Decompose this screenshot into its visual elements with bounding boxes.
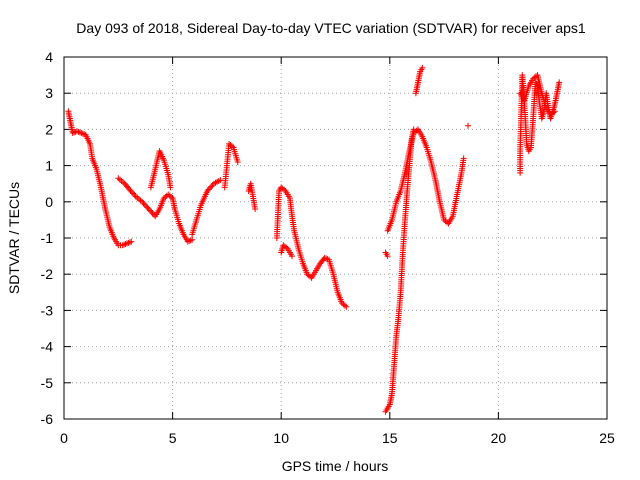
y-tick-label: -1 [41, 230, 54, 246]
y-tick-label: -5 [41, 375, 54, 391]
data-point [208, 183, 215, 190]
data-point [460, 155, 467, 162]
data-point [123, 240, 130, 247]
data-series [65, 64, 563, 415]
data-point [343, 303, 350, 310]
data-point [130, 190, 137, 197]
y-tick-label: -2 [41, 266, 54, 282]
data-point [148, 208, 155, 215]
chart-title: Day 093 of 2018, Sidereal Day-to-day VTE… [76, 20, 586, 36]
y-tick-label: 2 [45, 121, 53, 137]
y-tick-label: 0 [45, 194, 53, 210]
data-point [141, 201, 148, 208]
data-point [413, 127, 420, 134]
data-point [252, 206, 259, 213]
x-tick-label: 15 [382, 430, 398, 446]
data-point [281, 186, 288, 193]
data-point [321, 254, 328, 261]
data-point [144, 204, 151, 211]
x-tick-label: 0 [60, 430, 68, 446]
data-point [419, 64, 426, 71]
data-point [206, 185, 213, 192]
data-point [147, 207, 154, 214]
data-point [145, 206, 152, 213]
data-point [76, 129, 83, 136]
data-point [149, 210, 156, 217]
data-point [551, 108, 558, 115]
y-axis-label: SDTVAR / TECUs [6, 182, 22, 294]
data-point [168, 193, 175, 200]
data-point [228, 143, 235, 150]
data-point [74, 128, 81, 135]
data-point [384, 253, 391, 260]
data-point [139, 198, 146, 205]
data-point [69, 130, 76, 137]
data-point [184, 238, 191, 245]
y-tick-label: -4 [41, 339, 54, 355]
axis-ticks: 0 5 10 15 20 25 -6 -5 -4 -3 -2 -1 0 1 2 3 4 [41, 49, 615, 446]
y-tick-label: 1 [45, 158, 53, 174]
data-point [307, 273, 314, 280]
data-point [283, 244, 290, 251]
grid [64, 57, 607, 419]
data-point [122, 241, 129, 248]
y-tick-label: -6 [41, 411, 54, 427]
data-point [119, 242, 126, 249]
data-point [75, 128, 82, 135]
data-point [234, 158, 241, 165]
data-point [128, 189, 135, 196]
data-point [205, 186, 212, 193]
y-tick-label: 3 [45, 85, 53, 101]
data-point [289, 253, 296, 260]
data-point [125, 239, 132, 246]
data-point [217, 177, 224, 184]
data-point [443, 219, 450, 226]
x-tick-label: 20 [491, 430, 507, 446]
data-point [143, 203, 150, 210]
plot-frame [63, 56, 608, 420]
data-point [341, 302, 348, 309]
data-point [189, 236, 196, 243]
data-point [167, 184, 174, 191]
data-point [79, 130, 86, 137]
data-point [127, 187, 134, 194]
y-tick-label: 4 [45, 49, 53, 65]
data-point [121, 241, 128, 248]
data-point [204, 187, 211, 194]
data-point [140, 200, 147, 207]
data-point [128, 238, 135, 245]
x-axis-label: GPS time / hours [282, 458, 389, 474]
x-tick-label: 10 [273, 430, 289, 446]
data-point [464, 122, 471, 129]
data-point [126, 186, 133, 193]
x-tick-label: 5 [169, 430, 177, 446]
x-tick-label: 25 [599, 430, 615, 446]
data-point [186, 238, 193, 245]
data-point [323, 255, 330, 262]
y-tick-label: -3 [41, 302, 54, 318]
data-point [556, 79, 563, 86]
data-point [78, 130, 85, 137]
data-point [71, 129, 78, 136]
data-point [131, 191, 138, 198]
data-point [126, 239, 133, 246]
data-point [187, 237, 194, 244]
data-point [550, 109, 557, 116]
